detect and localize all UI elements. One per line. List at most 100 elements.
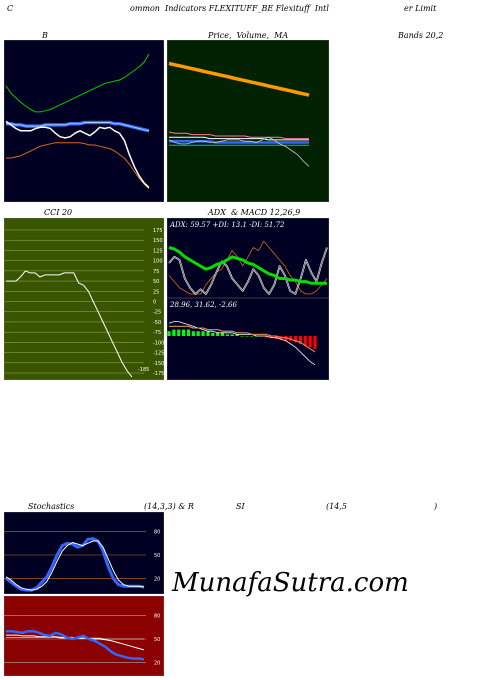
cci-gridlines: 175 150 125 100 75 50 25 0 -25 -50 -75 -100 -125 -150… [4,228,164,377]
cci-bg [4,218,164,380]
title-part-1: C [7,4,14,13]
adx-plus-di-inner [168,247,328,295]
label-price-ma: Price, Volume, MA [208,31,289,40]
rsi-blue-line [6,629,145,661]
macd-histogram-bar [211,332,215,336]
macd-histogram-bar [216,332,220,336]
cci-series: -185 [6,270,149,378]
cci-tick-label: 175 [153,228,163,234]
bb-lower-band [6,142,150,190]
macd-histogram-bar [269,336,273,338]
stochastics-d-line [5,540,145,591]
macd-histogram-bar [220,332,225,336]
macd-histogram-bar [240,336,244,337]
adx-bg [167,218,329,298]
ma-orange-band [168,61,310,97]
label-bands: Bands 20,2 [398,31,444,40]
cci-tick-label: 25 [153,289,159,295]
cci-tick-label: -25 [153,310,161,316]
cci-panel: 175 150 125 100 75 50 25 0 -25 -50 -75 -100 -125 -150… [4,218,164,380]
macd-histogram-bar [293,336,298,343]
macd-histogram-bar [177,329,181,336]
stochastics-tick-label: 80 [154,530,160,536]
cci-tick-label: 125 [153,248,163,254]
stochastics-gridlines: 80 50 20 [4,530,160,582]
adx-series [168,240,328,295]
watermark: MunafaSutra.com [172,568,409,598]
stochastics-tick-label: 50 [154,553,160,559]
label-adx-macd: ADX & MACD 12,26,9 [208,208,301,217]
cci-last-value: -185 [138,367,149,373]
bollinger-panel [4,40,164,202]
macd-histogram-bar [172,329,176,336]
bb-middle-highlight [6,122,150,132]
macd-histogram-bar [225,334,229,336]
macd-histogram-bar [196,331,200,336]
rsi-panel: 80 50 20 [4,596,164,676]
label-stoch-e: ) [434,502,438,511]
cci-tick-label: -75 [153,330,161,336]
label-cci: CCI 20 [44,208,73,217]
macd-histogram-bar [308,336,312,348]
cci-tick-label: 50 [153,279,159,285]
macd-histogram-bar [235,334,239,336]
macd-histogram-bar [167,331,171,336]
rsi-series [6,629,145,661]
ma-pink-line [168,131,309,140]
bb-price-line [5,120,150,189]
cci-tick-label: -50 [153,320,161,326]
macd-values-label: 28.96, 31.62, -2.66 [169,301,237,309]
macd-histogram-bar [191,331,195,336]
macd-histogram-bar [230,334,234,336]
ma-white-line [169,136,309,141]
price-ma-bg [167,40,329,202]
rsi-tick-label: 50 [154,637,160,643]
macd-histogram-bar [313,336,317,349]
macd-histogram-bar [186,329,191,336]
label-stoch-c: SI [236,502,245,511]
cci-tick-label: -175 [153,371,164,377]
cci-tick-label: 100 [153,259,163,265]
title-part-2: ommon Indicators FLEXITUFF_BE Flexituff … [130,4,329,13]
cci-tick-label: 150 [153,238,163,244]
macd-line [168,321,316,366]
adx-panel: ADX: 59.57 +DI: 13.1 -DI: 51.72 [167,218,329,298]
ma-price-line [168,136,310,167]
price-ma-series [168,61,310,167]
macd-histogram-bar [289,336,293,341]
macd-histogram-bar [201,331,205,336]
adx-line [168,246,327,285]
rsi-tick-label: 20 [154,660,160,666]
macd-ema-line [169,326,316,353]
ma-blue-line [169,139,309,144]
macd-histogram-bar [182,329,186,336]
macd-histogram-bar [250,336,254,337]
cci-tick-label: -125 [153,351,164,357]
cci-tick-label: 0 [153,300,156,306]
macd-histogram-bar [284,336,288,341]
label-bollinger: B [42,31,48,40]
price-ma-panel [167,40,329,202]
label-stoch-a: Stochastics [28,502,75,511]
title-part-3: er Limit [404,4,437,13]
macd-histogram-bar [298,336,302,344]
cci-line [6,270,133,378]
macd-histogram-bar [206,331,210,336]
label-stoch-d: (14,5 [326,502,347,511]
stochastics-panel: 80 50 20 [4,512,164,594]
macd-histogram-bar [264,336,268,338]
cci-tick-label: -100 [153,340,164,346]
stochastics-tick-label: 20 [154,576,160,582]
cci-tick-label: -150 [153,361,164,367]
cci-tick-label: 75 [153,269,159,275]
macd-histogram-bar [245,336,249,337]
macd-panel: 28.96, 31.62, -2.66 [167,298,329,380]
adx-values-label: ADX: 59.57 +DI: 13.1 -DI: 51.72 [169,221,285,229]
label-stoch-b: (14,3,3) & R [144,502,194,511]
stochastics-series [5,537,145,592]
rsi-tick-label: 80 [154,614,160,620]
bollinger-series [5,53,150,190]
stochastics-bg [4,512,164,594]
macd-series [167,321,317,366]
macd-histogram-bar [303,336,307,346]
